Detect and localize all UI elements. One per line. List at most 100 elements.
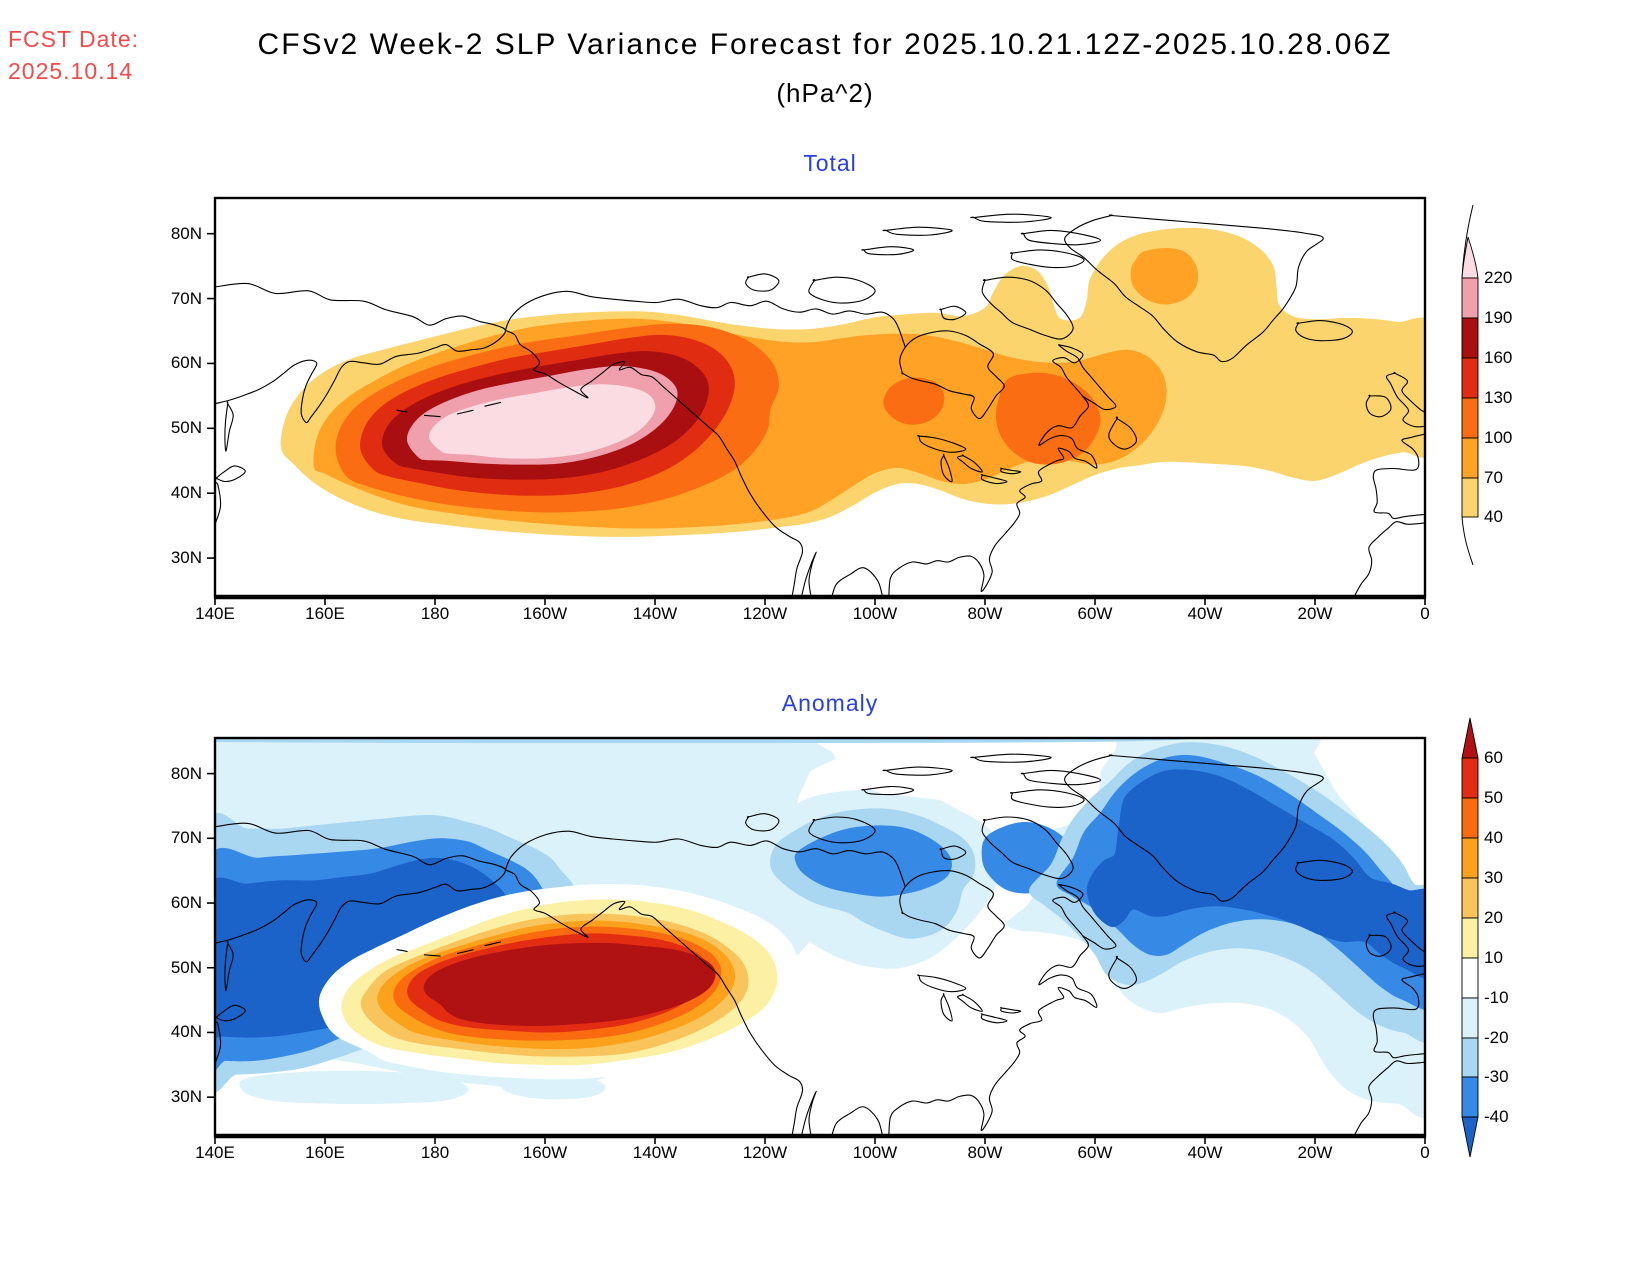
colorbar-taper-top: [1461, 236, 1479, 279]
lon-tick-label: 20W: [1297, 604, 1333, 623]
panel-title-total: Total: [803, 150, 857, 176]
lon-tick-label: 160E: [305, 604, 345, 623]
contour-fill-1-12: [215, 857, 516, 1041]
colorbar-segment: [1461, 997, 1479, 1039]
contour-fill-1-15: [1086, 769, 1425, 979]
lat-tick-label: 30N: [170, 548, 202, 568]
contour-fill-0-2: [1130, 247, 1199, 305]
lon-tick-label: 100W: [852, 1143, 898, 1162]
colorbar-segment: [1461, 917, 1479, 959]
colorbar-triangle-top: [1461, 717, 1479, 759]
fcst-date-label: FCST Date:: [8, 26, 139, 52]
coastline: [1009, 789, 1085, 808]
lat-tick-label: 40N: [170, 483, 202, 503]
colorbar-segment: [1461, 477, 1479, 518]
colorbar-label-anomaly: -20: [1484, 1028, 1509, 1047]
lat-tick-label: 50N: [170, 957, 202, 977]
contour-fill-1-5: [812, 738, 1117, 832]
coastline: [1064, 214, 1324, 363]
coastline: [1295, 320, 1353, 342]
coastline: [882, 226, 953, 236]
coastline: [981, 276, 1074, 340]
lon-tick-label: 100W: [852, 604, 898, 623]
lon-tick-label: 60W: [1077, 604, 1113, 623]
anomaly-colorbar: [1461, 717, 1479, 1158]
lat-tick-label: 40N: [170, 1022, 202, 1042]
colorbar-segment: [1461, 357, 1479, 399]
coastline: [888, 883, 1098, 1136]
coastline: [899, 330, 1005, 420]
colorbar-segment: [1461, 757, 1479, 799]
coastline: [745, 273, 780, 292]
lon-tick-label: 120W: [742, 1143, 788, 1162]
contour-fill-1-1: [239, 1070, 469, 1105]
lat-tick-label: 80N: [170, 763, 202, 783]
coastline: [970, 213, 1052, 223]
colorbar-label-total: 130: [1484, 388, 1513, 407]
lat-tick-label: 70N: [170, 288, 202, 308]
lon-tick-label: 20W: [1297, 1143, 1333, 1162]
coastline: [505, 329, 804, 597]
coastline: [504, 830, 906, 887]
coastline: [831, 567, 884, 597]
coastline: [940, 993, 953, 1022]
colorbar-segment: [1461, 397, 1479, 439]
coastline: [1295, 859, 1353, 881]
coastline: [1385, 911, 1425, 967]
coastline: [981, 816, 1074, 880]
coastline: [484, 401, 502, 407]
lon-tick-label: 140E: [195, 1143, 235, 1162]
lon-tick-label: 60W: [1077, 1143, 1113, 1162]
contour-fill-0-5: [883, 377, 945, 425]
colorbar-segment: [1461, 317, 1479, 359]
colorbar-triangle-bottom: [1461, 1116, 1479, 1158]
lon-tick-label: 180: [420, 1143, 450, 1162]
contour-fill-0-9: [428, 384, 656, 459]
coastline: [1064, 754, 1324, 902]
colorbar-label-anomaly: 20: [1484, 908, 1503, 927]
colorbar-segment: [1461, 957, 1479, 999]
coastline: [1385, 371, 1425, 428]
coastline: [396, 949, 408, 953]
lat-tick-label: 70N: [170, 828, 202, 848]
lon-tick-label: 140E: [195, 604, 235, 623]
lon-tick-label: 0: [1420, 1143, 1430, 1162]
lon-tick-label: 180: [420, 604, 450, 623]
coastline: [861, 246, 915, 256]
panel-title-anomaly: Anomaly: [781, 690, 879, 716]
colorbar-segment: [1461, 837, 1479, 879]
coastline: [1108, 955, 1138, 990]
coastline: [882, 766, 953, 776]
coastline: [800, 1090, 817, 1136]
colorbar-label-anomaly: 50: [1484, 788, 1503, 807]
coastline: [899, 869, 1005, 959]
coastline: [215, 1021, 222, 1064]
coastline: [1000, 467, 1022, 475]
coastline: [1057, 344, 1117, 411]
colorbar-segment: [1461, 277, 1479, 319]
coastline: [917, 974, 967, 993]
coastline: [808, 276, 876, 304]
lon-tick-label: 120W: [742, 604, 788, 623]
colorbar-segment: [1461, 1037, 1479, 1078]
coastline: [970, 753, 1052, 763]
colorbar-segment: [1461, 1076, 1479, 1118]
colorbar-label-total: 40: [1484, 507, 1503, 526]
colorbar-label-total: 160: [1484, 348, 1513, 367]
coastline: [1020, 769, 1102, 786]
colorbar-label-total: 100: [1484, 428, 1513, 447]
contour-fill-1-6: [215, 738, 1202, 744]
coastline: [396, 409, 408, 413]
coastline: [831, 1106, 884, 1136]
coastline: [1372, 433, 1425, 520]
coastline: [800, 551, 817, 597]
lon-tick-label: 40W: [1187, 1143, 1223, 1162]
total-map: [207, 196, 1427, 605]
lon-tick-label: 160W: [522, 1143, 568, 1162]
coastline: [980, 1013, 1008, 1024]
lon-tick-label: 160W: [522, 604, 568, 623]
lat-tick-label: 50N: [170, 418, 202, 438]
colorbar-label-anomaly: 10: [1484, 948, 1503, 967]
contour-fill-1-2: [501, 1074, 606, 1100]
colorbar-label-anomaly: -10: [1484, 988, 1509, 1007]
